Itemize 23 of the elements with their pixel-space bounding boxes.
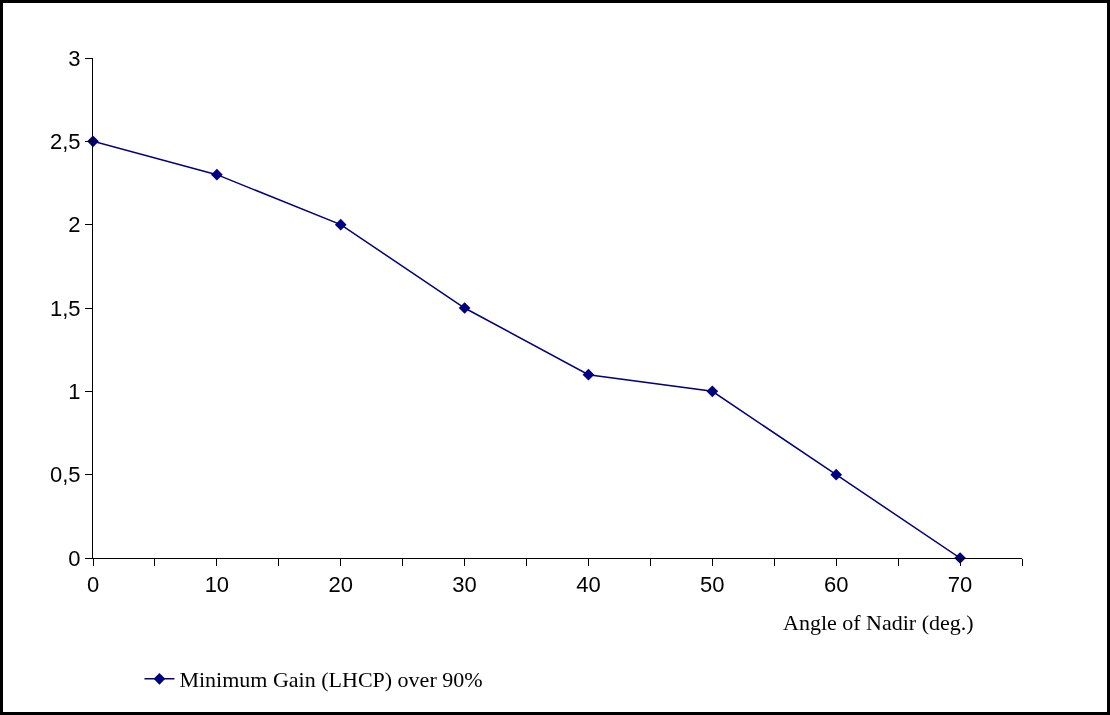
x-tick-label: 50: [700, 572, 725, 598]
point: [706, 385, 719, 398]
point: [458, 302, 471, 314]
y-tick-label: 0,5: [50, 462, 81, 488]
y-tick-label: 1: [68, 379, 81, 405]
point: [830, 468, 843, 481]
x-tick-label: 30: [452, 572, 477, 598]
x-tick-label: 10: [204, 572, 230, 598]
y-tick-label: 2,5: [50, 129, 81, 155]
y-tick-label: 0: [68, 545, 81, 571]
x-axis-title: Angle of Nadir (deg.): [783, 610, 974, 635]
point: [211, 168, 223, 181]
point: [582, 368, 595, 381]
x-tick-label: 40: [576, 572, 601, 598]
x-tick-label: 20: [328, 572, 353, 598]
x-tick-label: 60: [823, 572, 849, 598]
legend-label: Minimum Gain (LHCP) over 90%: [179, 667, 483, 693]
y-tick-label: 2: [68, 212, 81, 238]
x-tick-label: 70: [947, 572, 973, 598]
point: [334, 218, 347, 231]
y-tick-label: 3: [68, 45, 81, 71]
x-tick-label: 0: [86, 572, 100, 598]
y-tick-label: 1,5: [50, 295, 81, 321]
